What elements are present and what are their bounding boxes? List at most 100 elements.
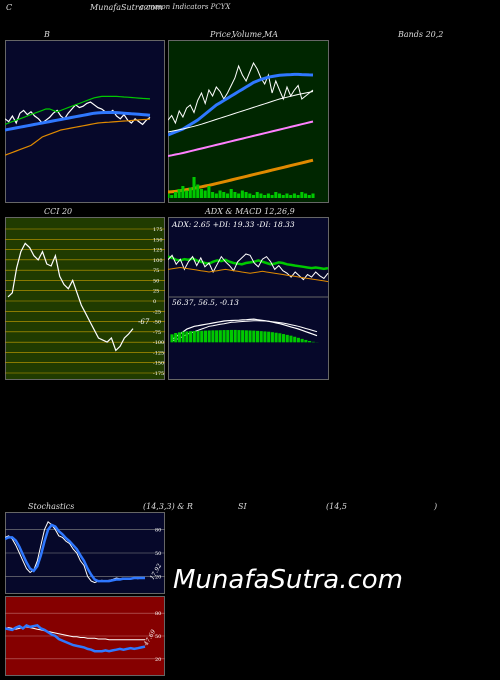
stochastics-tick-label: 50 xyxy=(155,551,161,557)
price_ma-bar xyxy=(296,195,300,198)
bollinger-series-line xyxy=(5,101,151,126)
watermark: MunafaSutra.com xyxy=(173,565,404,595)
macd-bar xyxy=(293,336,297,343)
macd-bar xyxy=(174,333,178,343)
cci-tick-label: 50 xyxy=(153,278,159,284)
price_ma-series-line xyxy=(168,158,314,194)
macd-bar xyxy=(263,331,267,343)
stoch-params: (14,3,3) & R xyxy=(143,502,193,511)
macd-bar xyxy=(196,330,200,343)
price_ma-bar xyxy=(281,195,285,198)
bollinger-chart xyxy=(5,40,165,203)
stochastics-tick-label: 20 xyxy=(155,574,161,580)
price_ma-bar xyxy=(233,192,237,198)
cci-frame xyxy=(5,217,165,380)
rsi-tick-label: 80 xyxy=(155,611,161,617)
price_ma-bar xyxy=(222,192,226,198)
price_ma-bar xyxy=(270,195,274,198)
price_ma-bar xyxy=(181,186,185,198)
price_ma-bar xyxy=(218,190,222,198)
price_ma-bar xyxy=(304,193,308,198)
macd-bar xyxy=(274,332,278,343)
macd-bar xyxy=(226,330,230,343)
rsi-params-close: ) xyxy=(434,502,438,511)
macd-bar xyxy=(311,341,315,343)
price-title-d: Bands 20,2 xyxy=(398,30,444,39)
macd-bar xyxy=(200,330,204,343)
cci-tick-label: -125 xyxy=(153,350,164,356)
macd-bar xyxy=(255,330,260,343)
macd-bar xyxy=(296,337,300,343)
adx-readout: ADX: 2.65 +DI: 19.33 -DI: 18.33 xyxy=(171,220,295,229)
price_ma-bar xyxy=(237,193,241,198)
macd-bar xyxy=(189,331,193,343)
cci-tick-label: -100 xyxy=(153,340,164,346)
cci-tick-label: -50 xyxy=(153,320,161,326)
macd-series-line xyxy=(171,320,318,342)
price_ma-bar xyxy=(307,195,311,198)
bollinger-series-line xyxy=(5,110,151,132)
bollinger-frame xyxy=(5,40,165,203)
price_ma-bar xyxy=(203,190,207,198)
adx-series-line xyxy=(168,266,329,283)
stochastics-series-line xyxy=(5,523,145,583)
price_ma-bar xyxy=(259,193,263,198)
price_ma-bar xyxy=(292,193,296,198)
macd-bar xyxy=(285,334,289,343)
price_ma-bar xyxy=(229,189,233,198)
rsi-params: (14,5 xyxy=(326,502,347,511)
cci-tick-label: 25 xyxy=(153,289,159,295)
cci-tick-label: 150 xyxy=(153,237,163,243)
macd-bar xyxy=(300,338,304,343)
overlay-title: common Indicators PCYX xyxy=(140,3,231,11)
price-title-b: Volume, xyxy=(232,30,265,39)
macd-bar xyxy=(289,335,293,343)
macd-bar xyxy=(229,329,234,343)
price_ma-series-line xyxy=(168,120,314,157)
corner-letter: C xyxy=(6,3,13,12)
price_ma-bar xyxy=(188,187,192,198)
cci-tick-label: -150 xyxy=(153,361,164,367)
price_ma-bar xyxy=(263,195,267,198)
cci-tick-label: -175 xyxy=(153,371,164,377)
site-title: MunafaSutra.com xyxy=(90,3,163,12)
adx-title: ADX & MACD 12,26,9 xyxy=(205,207,295,216)
macd-bar xyxy=(252,330,256,343)
price_ma-bar xyxy=(300,192,304,198)
price_ma-bar xyxy=(251,195,256,198)
cci-tick-label: 125 xyxy=(153,248,163,254)
price_ma-bar xyxy=(266,193,270,198)
macd-bar xyxy=(185,331,189,343)
price_ma-bar xyxy=(211,192,215,198)
price_ma-bar xyxy=(311,193,315,198)
bollinger-series-line xyxy=(5,118,151,156)
price-chart xyxy=(168,40,329,203)
price_ma-bar xyxy=(255,192,259,198)
macd-bar xyxy=(211,330,215,343)
price_ma-bar xyxy=(274,192,278,198)
cci-series-line xyxy=(7,242,134,352)
price_ma-bar xyxy=(185,190,189,198)
macd-bar xyxy=(259,331,263,343)
macd-bar xyxy=(218,330,222,343)
price-title-a: Price, xyxy=(210,30,234,39)
price_ma-bar xyxy=(173,192,177,198)
macd-series-line xyxy=(171,318,318,341)
rsi-series-line xyxy=(5,623,146,653)
macd-bar xyxy=(222,330,226,343)
cci-tick-label: -75 xyxy=(153,330,161,336)
price_ma-series-line xyxy=(168,72,314,137)
macd-bar xyxy=(248,330,252,343)
price_ma-bar xyxy=(207,186,211,198)
price_ma-bar xyxy=(192,177,196,198)
macd-bar xyxy=(281,334,286,343)
macd-bar xyxy=(170,334,174,343)
price_ma-bar xyxy=(168,193,170,198)
price_ma-bar xyxy=(240,190,244,198)
bollinger-series-line xyxy=(5,95,151,125)
price_ma-series-line xyxy=(168,91,314,133)
price_ma-bar xyxy=(170,195,174,198)
adx-chart: ADX: 2.65 +DI: 19.33 -DI: 18.33 56.37, 5… xyxy=(168,217,329,380)
